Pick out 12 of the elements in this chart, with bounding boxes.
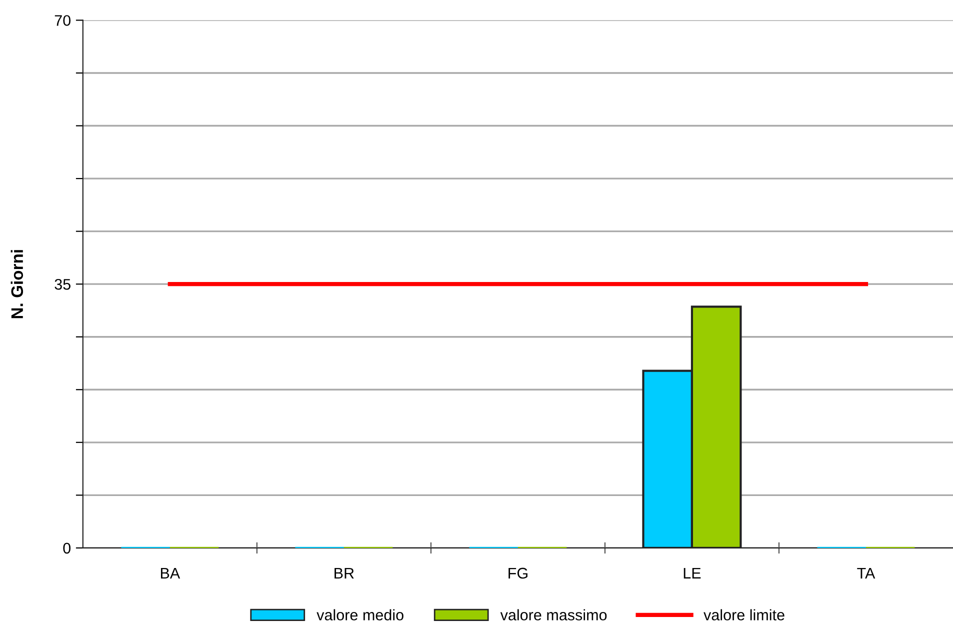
x-tick-label: FG: [508, 568, 528, 579]
x-tick-label: TA: [857, 568, 876, 578]
legend-label: valore medio: [316, 609, 404, 620]
x-tick-label: LE: [684, 568, 701, 578]
y-tick-label: 0: [63, 542, 71, 554]
x-tick-label: BA: [160, 568, 180, 578]
x-tick-label: BR: [334, 568, 354, 578]
y-axis-title: N. Giorni: [10, 250, 24, 318]
y-tick-label: 35: [54, 278, 70, 290]
y-tick-label: 70: [54, 15, 71, 26]
legend-label: valore massimo: [500, 609, 607, 620]
legend-label: valore limite: [704, 609, 784, 620]
